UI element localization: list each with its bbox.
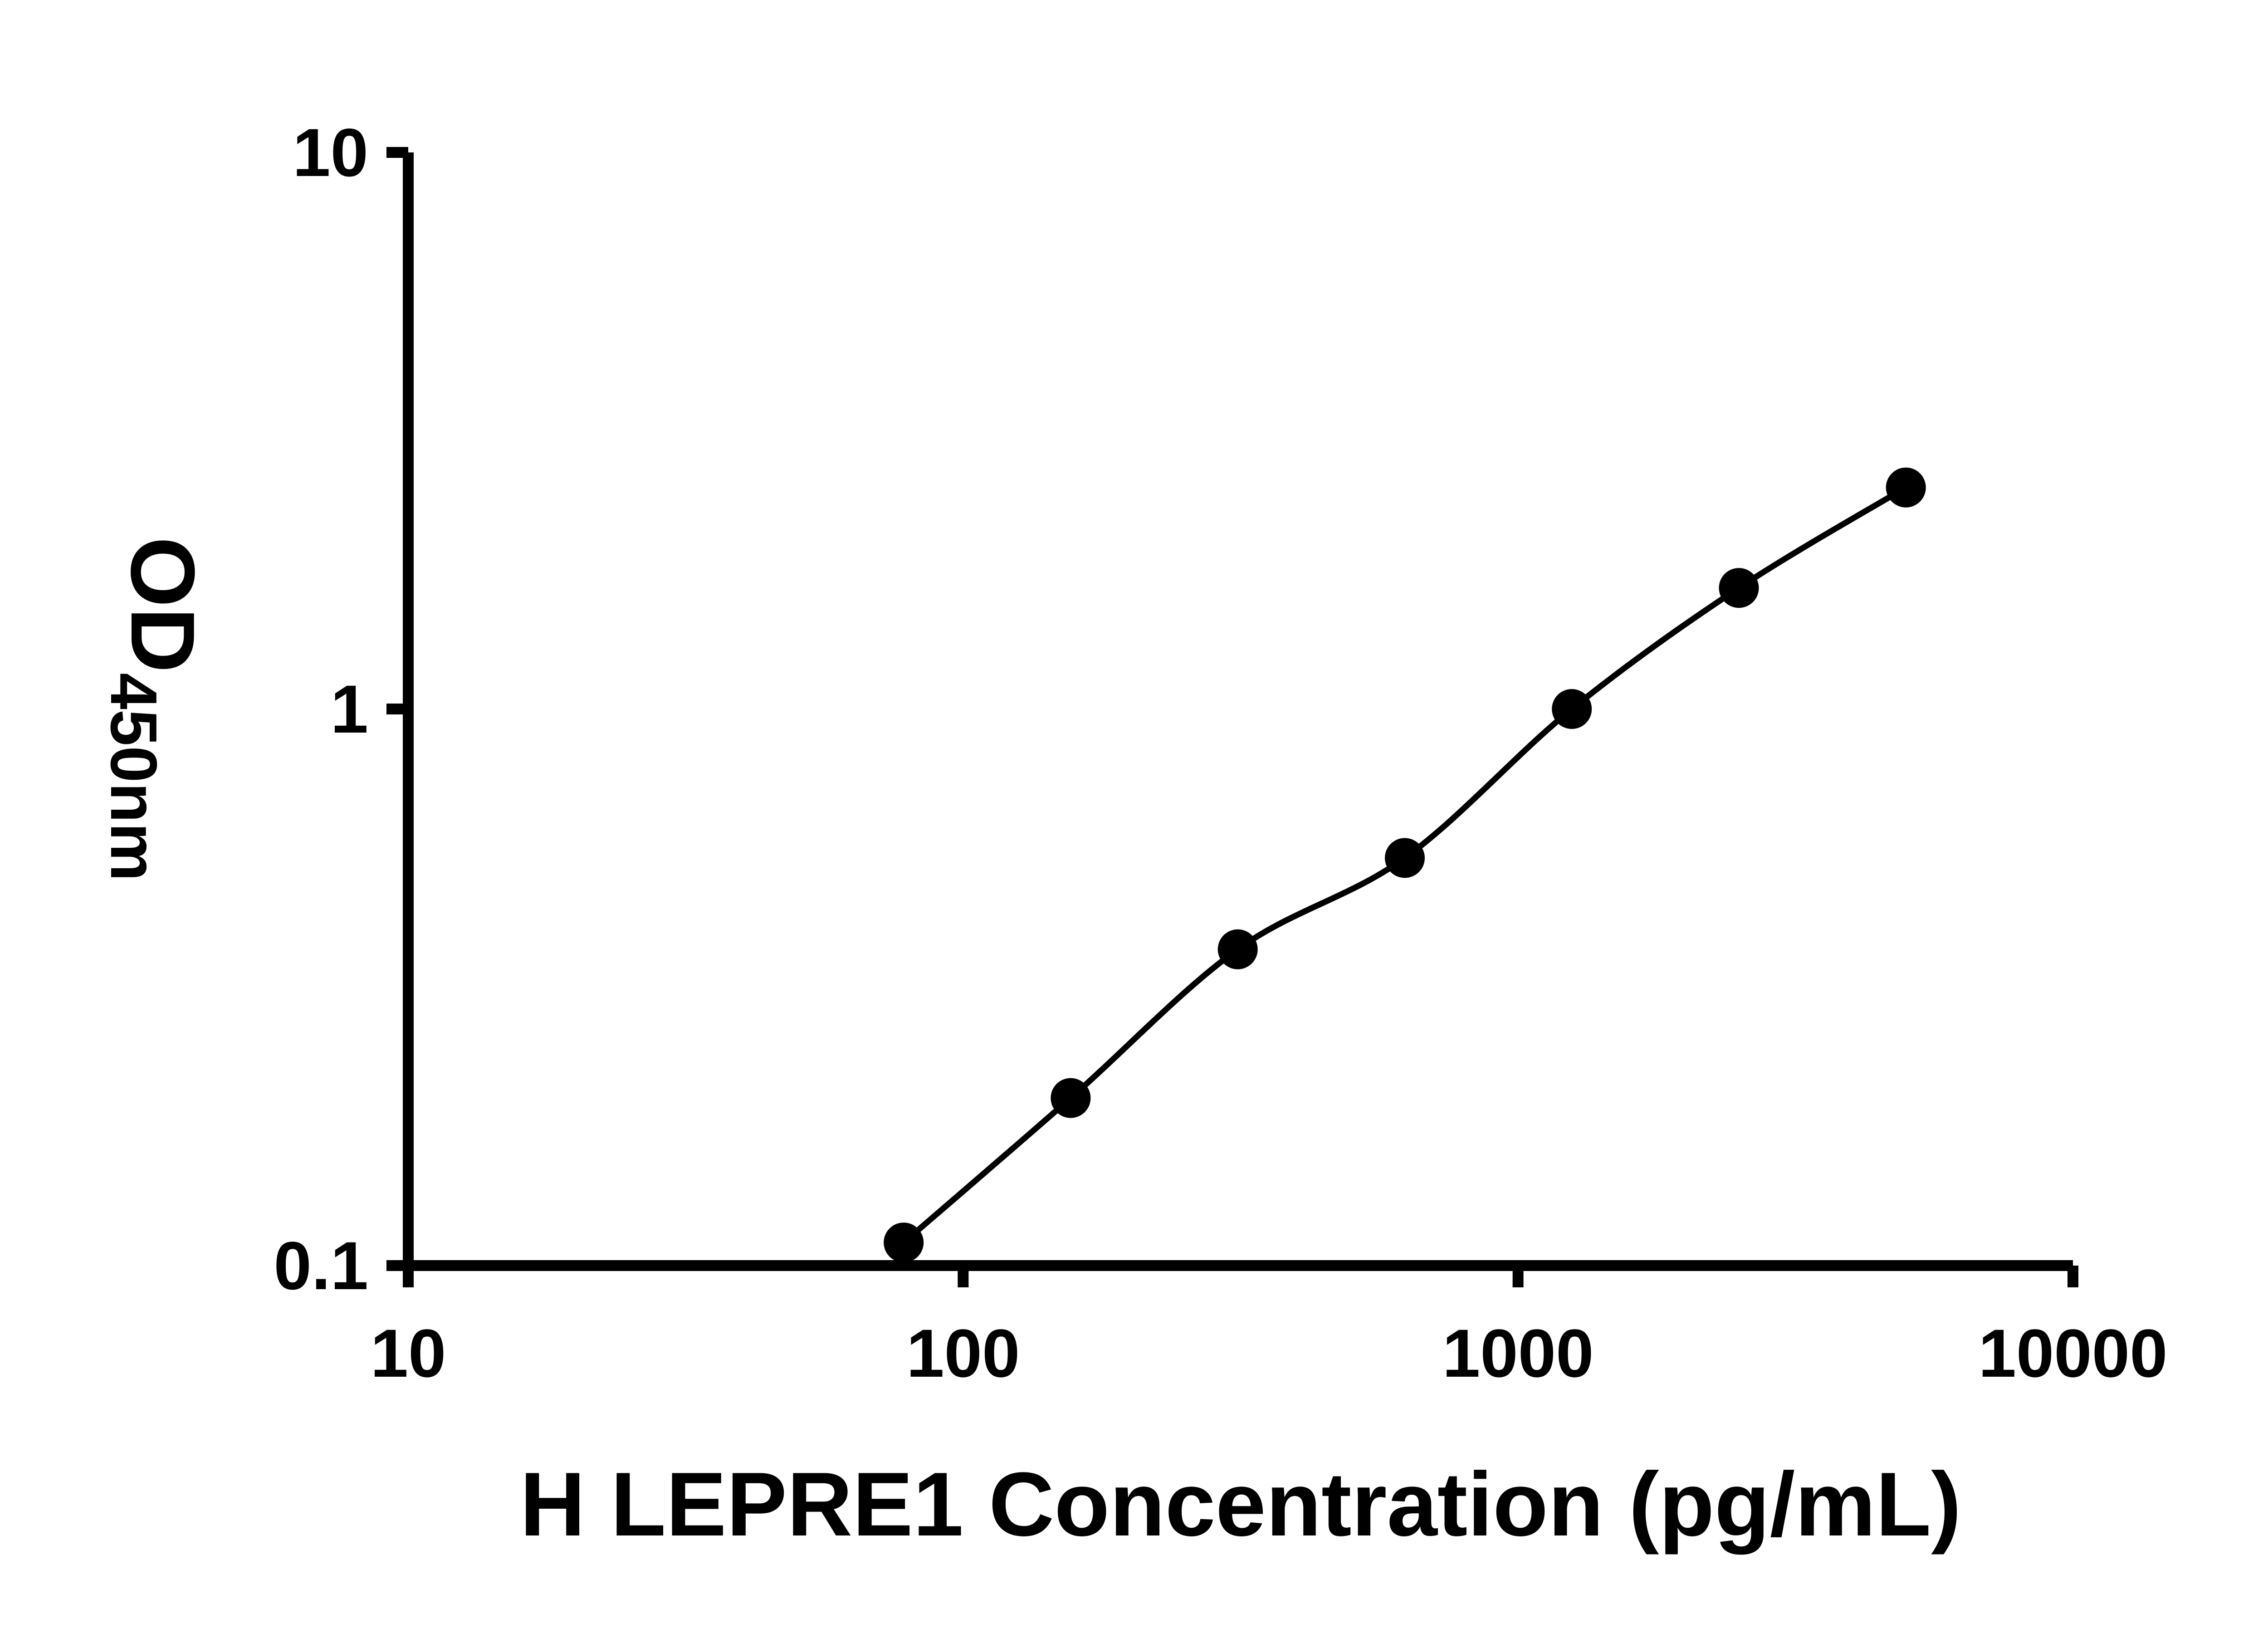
x-tick-label: 100 xyxy=(906,1315,1020,1391)
x-axis-title: H LEPRE1 Concentration (pg/mL) xyxy=(520,1454,1961,1555)
y-tick-label: 0.1 xyxy=(274,1227,368,1304)
y-axis-title-main: OD xyxy=(112,537,213,673)
data-point xyxy=(1552,689,1592,729)
data-point xyxy=(1051,1078,1091,1118)
y-tick-label: 1 xyxy=(331,671,368,747)
y-axis-ticks: 0.1 1 10 xyxy=(274,114,408,1304)
data-point xyxy=(1385,838,1425,878)
x-tick-label: 10 xyxy=(371,1315,446,1391)
y-axis-title: OD450nm xyxy=(97,537,213,881)
data-point xyxy=(1886,467,1926,508)
x-tick-label: 10000 xyxy=(1978,1315,2167,1391)
data-point xyxy=(884,1222,924,1263)
plot-area: 10 100 1000 10000 0.1 1 10 H LEPRE1 Concentra… xyxy=(97,114,2168,1555)
data-point xyxy=(1719,568,1759,608)
y-tick-label: 10 xyxy=(293,114,368,191)
x-tick-label: 1000 xyxy=(1442,1315,1594,1391)
x-axis-ticks: 10 100 1000 10000 xyxy=(371,1266,2168,1391)
y-axis-title-subscript: 450nm xyxy=(97,673,171,881)
data-points xyxy=(884,467,1926,1263)
data-point xyxy=(1217,929,1258,969)
